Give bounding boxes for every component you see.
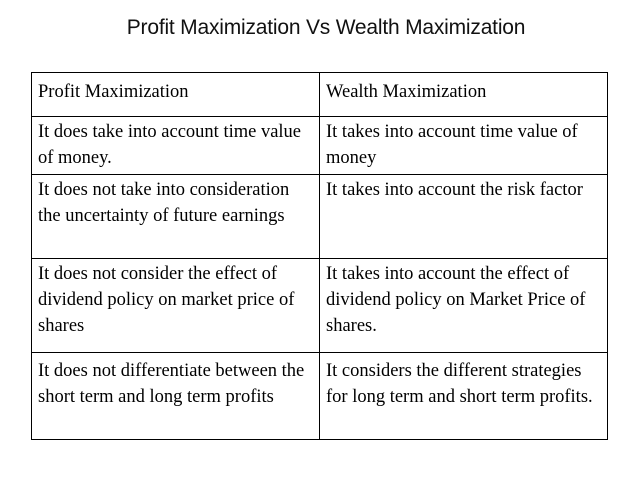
table-row: It does take into account time value of … (31, 116, 608, 175)
table-cell: It does take into account time value of … (31, 116, 320, 175)
table-cell: It takes into account time value of mone… (319, 116, 608, 175)
table-row: It does not differentiate between the sh… (31, 352, 608, 440)
table-cell: It considers the different strategies fo… (319, 352, 608, 440)
comparison-table: Profit Maximization Wealth Maximization … (31, 72, 608, 440)
slide-title: Profit Maximization Vs Wealth Maximizati… (126, 16, 526, 39)
header-profit-maximization: Profit Maximization (31, 72, 320, 117)
table-cell: It takes into account the effect of divi… (319, 258, 608, 353)
table-header-row: Profit Maximization Wealth Maximization (31, 72, 608, 117)
table-cell: It does not take into consideration the … (31, 174, 320, 259)
table-row: It does not take into consideration the … (31, 174, 608, 259)
table-cell: It does not differentiate between the sh… (31, 352, 320, 440)
header-wealth-maximization: Wealth Maximization (319, 72, 608, 117)
table-cell: It takes into account the risk factor (319, 174, 608, 259)
table-row: It does not consider the effect of divid… (31, 258, 608, 353)
table-cell: It does not consider the effect of divid… (31, 258, 320, 353)
